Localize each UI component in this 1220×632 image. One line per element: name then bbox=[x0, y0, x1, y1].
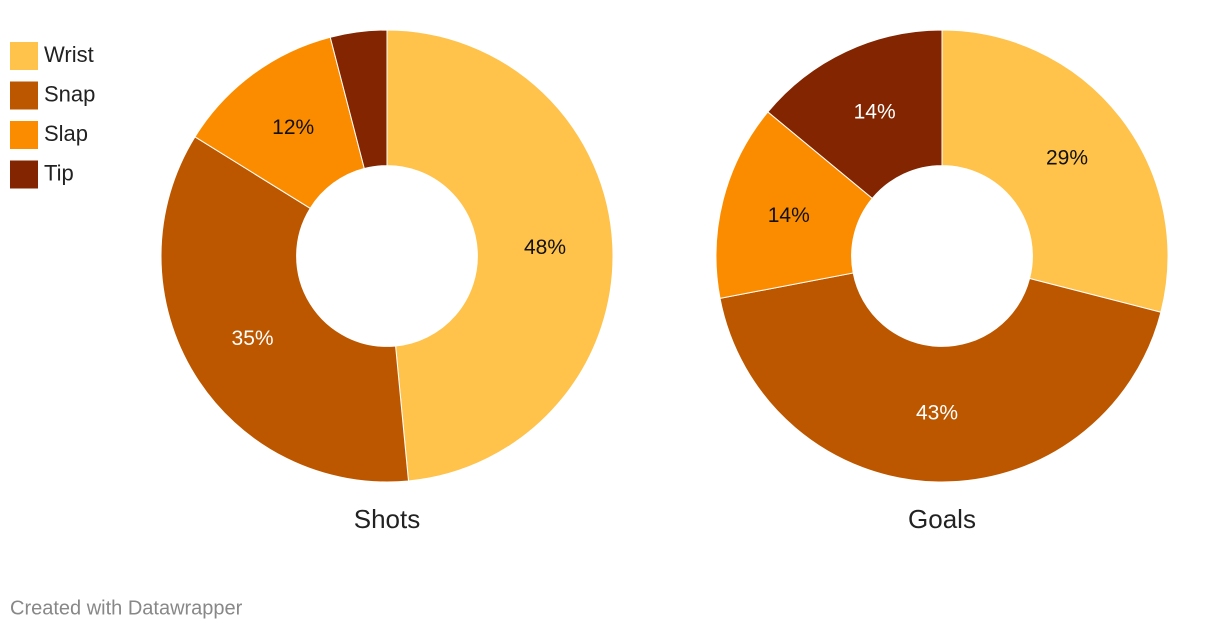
slice-label: 48% bbox=[524, 236, 566, 259]
slice-label: 35% bbox=[232, 327, 274, 350]
slice bbox=[160, 136, 410, 483]
legend-swatch bbox=[10, 42, 38, 70]
legend-swatch bbox=[10, 81, 38, 110]
slice bbox=[941, 29, 1169, 313]
slice bbox=[719, 272, 1162, 483]
chart-title: Shots bbox=[354, 504, 421, 534]
slice-label: 43% bbox=[916, 402, 958, 425]
legend-label: Snap bbox=[44, 81, 95, 106]
legend-swatch bbox=[10, 160, 38, 189]
slice-label: 14% bbox=[768, 204, 810, 227]
slice bbox=[386, 29, 614, 482]
slice bbox=[329, 29, 388, 170]
slice-label: 29% bbox=[1046, 147, 1088, 170]
legend-label: Tip bbox=[44, 160, 74, 185]
footer: Created with Datawrapper bbox=[10, 597, 243, 619]
legend-swatch bbox=[10, 121, 38, 149]
slice bbox=[715, 111, 874, 299]
slice bbox=[767, 29, 943, 200]
chart-title: Goals bbox=[908, 504, 976, 534]
slice bbox=[194, 36, 365, 210]
legend-label: Wrist bbox=[44, 42, 94, 67]
slice-label: 12% bbox=[272, 116, 314, 139]
slice-label: 14% bbox=[854, 100, 896, 123]
legend-label: Slap bbox=[44, 121, 88, 146]
